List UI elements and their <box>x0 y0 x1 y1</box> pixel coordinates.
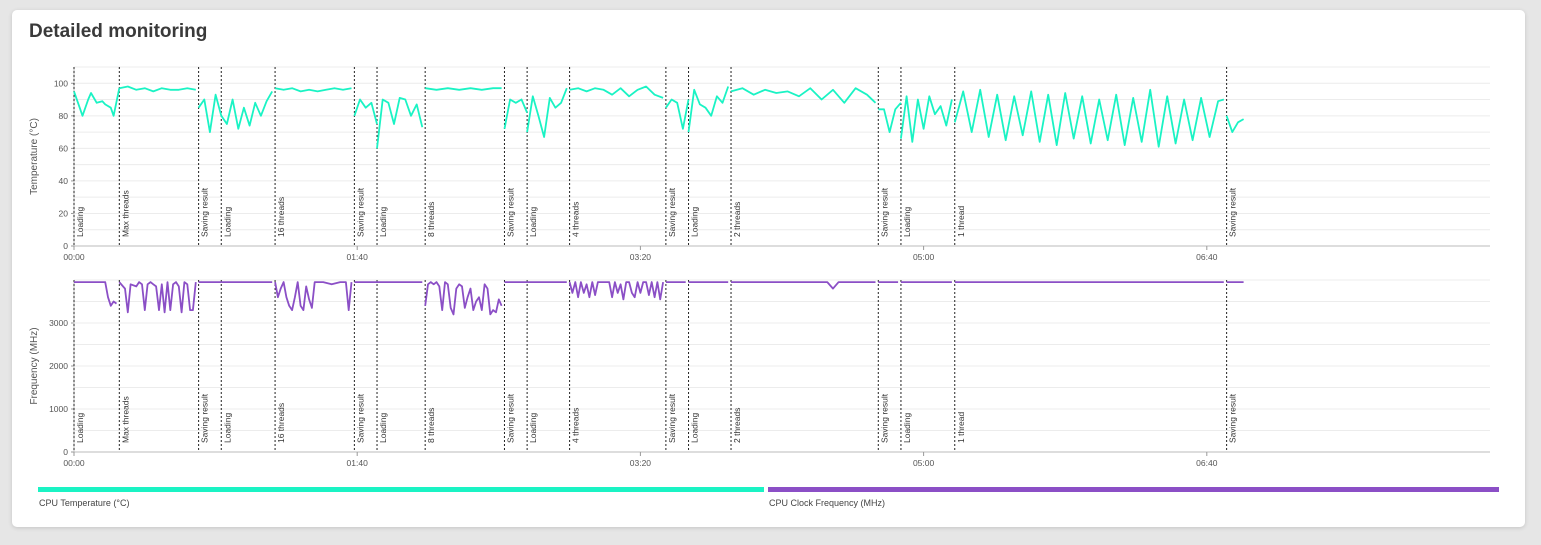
temperature-phase-label: 2 threads <box>732 202 742 237</box>
page-title: Detailed monitoring <box>29 21 208 42</box>
temperature-phase-label: Saving result <box>879 187 889 237</box>
temperature-phase-label: 1 thread <box>956 206 966 237</box>
frequency-series-line <box>568 281 664 301</box>
temperature-series-line <box>730 87 877 104</box>
frequency-ytick-label: 1000 <box>49 404 68 414</box>
temperature-phase-label: Loading <box>378 206 388 237</box>
monitoring-card: Detailed monitoring 0 20 40 60 80 100 Temperat… <box>12 10 1525 527</box>
temperature-ytick-label: 20 <box>59 208 69 218</box>
frequency-phase-label: 2 threads <box>732 408 742 443</box>
frequency-xtick-label: 03:20 <box>630 458 652 468</box>
frequency-phase-label: 4 threads <box>571 408 581 443</box>
temperature-series-line <box>376 97 424 149</box>
temperature-series-line <box>953 88 1225 148</box>
frequency-xtick-label: 01:40 <box>347 458 369 468</box>
temperature-series-line <box>73 88 121 117</box>
frequency-phase-label: Loading <box>222 412 232 443</box>
temperature-phase-label: Loading <box>528 206 538 237</box>
temperature-series-line <box>425 87 502 91</box>
frequency-series-line <box>74 281 118 307</box>
temperature-series-line <box>220 90 273 130</box>
temperature-series-line <box>503 98 528 129</box>
temperature-series-line <box>197 93 223 133</box>
frequency-ytick-label: 2000 <box>49 361 68 371</box>
frequency-phase-label: Saving result <box>879 393 889 443</box>
temperature-ylabel: Temperature (°C) <box>29 118 40 195</box>
temperature-xtick-label: 00:00 <box>63 252 85 262</box>
frequency-series-line <box>424 281 503 316</box>
frequency-xtick-label: 05:00 <box>913 458 935 468</box>
frequency-phase-label: 1 thread <box>956 412 966 443</box>
frequency-ylabel: Frequency (MHz) <box>29 327 40 404</box>
temperature-ytick-label: 0 <box>63 241 68 251</box>
temperature-phase-label: Loading <box>222 206 232 237</box>
temperature-phase-label: Loading <box>902 206 912 237</box>
frequency-phase-label: Max threads <box>120 396 130 443</box>
frequency-phase-label: 8 threads <box>426 408 436 443</box>
frequency-xtick-label: 00:00 <box>63 458 85 468</box>
temperature-ytick-label: 100 <box>54 78 68 88</box>
frequency-phase-label: Saving result <box>505 393 515 443</box>
temperature-phase-label: Loading <box>690 206 700 237</box>
temperature-phase-label: Saving result <box>355 187 365 237</box>
frequency-phase-label: Saving result <box>200 393 210 443</box>
temperature-phase-label: 8 threads <box>426 202 436 237</box>
temperature-phase-label: 4 threads <box>571 202 581 237</box>
temperature-series-line <box>526 87 568 138</box>
temperature-phase-label: Max threads <box>120 190 130 237</box>
temperature-series-line <box>1225 115 1245 133</box>
frequency-phase-label: Loading <box>75 412 85 443</box>
frequency-phase-label: Loading <box>690 412 700 443</box>
temperature-series-line <box>878 102 902 133</box>
temperature-xtick-label: 06:40 <box>1196 252 1218 262</box>
legend-temperature-bar[interactable] <box>38 487 764 492</box>
legend-frequency-label[interactable]: CPU Clock Frequency (MHz) <box>769 498 886 508</box>
frequency-phase-label: 16 threads <box>276 403 286 443</box>
temperature-phase-label: Saving result <box>667 187 677 237</box>
temperature-series-line <box>687 86 730 133</box>
frequency-phase-label: Loading <box>378 412 388 443</box>
legend-temperature-label[interactable]: CPU Temperature (°C) <box>39 498 130 508</box>
temperature-ytick-label: 40 <box>59 176 69 186</box>
frequency-series-line <box>274 281 353 312</box>
temperature-series-line <box>665 98 690 130</box>
temperature-phase-label: Saving result <box>505 187 515 237</box>
temperature-xtick-label: 05:00 <box>913 252 935 262</box>
temperature-phase-label: Saving result <box>200 187 210 237</box>
frequency-ytick-label: 0 <box>63 447 68 457</box>
temperature-series-line <box>119 85 196 93</box>
frequency-phase-label: Loading <box>528 412 538 443</box>
frequency-phase-label: Saving result <box>355 393 365 443</box>
frequency-phase-label: Saving result <box>667 393 677 443</box>
temperature-series-line <box>900 95 953 143</box>
frequency-phase-label: Loading <box>902 412 912 443</box>
frequency-series-line <box>118 281 197 314</box>
frequency-ytick-label: 3000 <box>49 318 68 328</box>
frequency-xtick-label: 06:40 <box>1196 458 1218 468</box>
temperature-ytick-label: 80 <box>59 111 69 121</box>
frequency-series-line <box>731 281 876 290</box>
legend-frequency-bar[interactable] <box>768 487 1499 492</box>
frequency-phase-label: Saving result <box>1228 393 1238 443</box>
temperature-phase-label: 16 threads <box>276 197 286 237</box>
temperature-xtick-label: 03:20 <box>630 252 652 262</box>
temperature-xtick-label: 01:40 <box>347 252 369 262</box>
temperature-ytick-label: 60 <box>59 143 69 153</box>
temperature-phase-label: Loading <box>75 206 85 237</box>
temperature-series-line <box>274 87 352 93</box>
temperature-phase-label: Saving result <box>1228 187 1238 237</box>
temperature-series-line <box>569 85 664 99</box>
temperature-series-line <box>353 98 378 125</box>
